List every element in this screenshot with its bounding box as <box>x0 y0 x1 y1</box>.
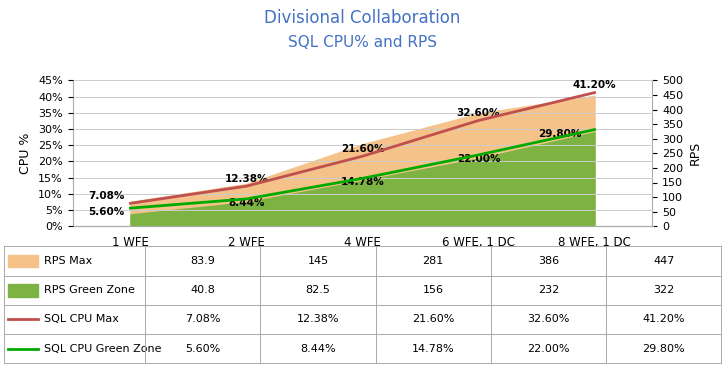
Text: 21.60%: 21.60% <box>412 314 455 324</box>
Text: 14.78%: 14.78% <box>341 177 384 188</box>
Text: 7.08%: 7.08% <box>185 314 220 324</box>
Text: 447: 447 <box>653 256 674 266</box>
Text: 32.60%: 32.60% <box>527 314 570 324</box>
Text: 5.60%: 5.60% <box>88 207 125 217</box>
Text: 29.80%: 29.80% <box>642 343 685 354</box>
Text: 22.00%: 22.00% <box>457 154 500 164</box>
Text: 21.60%: 21.60% <box>341 144 384 154</box>
Text: 145: 145 <box>307 256 328 266</box>
Text: 22.00%: 22.00% <box>527 343 570 354</box>
Text: SQL CPU% and RPS: SQL CPU% and RPS <box>288 35 437 50</box>
Text: 232: 232 <box>538 285 559 295</box>
Text: 8.44%: 8.44% <box>300 343 336 354</box>
Text: 41.20%: 41.20% <box>642 314 685 324</box>
Text: 12.38%: 12.38% <box>225 174 268 184</box>
Text: RPS Max: RPS Max <box>44 256 93 266</box>
Text: RPS Green Zone: RPS Green Zone <box>44 285 135 295</box>
Y-axis label: CPU %: CPU % <box>20 132 33 174</box>
Text: 386: 386 <box>538 256 559 266</box>
Text: 8.44%: 8.44% <box>228 198 265 208</box>
Text: 83.9: 83.9 <box>190 256 215 266</box>
Text: 7.08%: 7.08% <box>88 191 125 201</box>
Text: 41.20%: 41.20% <box>573 80 616 91</box>
Text: SQL CPU Max: SQL CPU Max <box>44 314 119 324</box>
Text: 40.8: 40.8 <box>190 285 215 295</box>
Text: 14.78%: 14.78% <box>412 343 455 354</box>
Text: 5.60%: 5.60% <box>185 343 220 354</box>
Text: 12.38%: 12.38% <box>297 314 339 324</box>
Y-axis label: RPS: RPS <box>689 141 702 165</box>
Text: 322: 322 <box>653 285 674 295</box>
Text: 32.60%: 32.60% <box>457 108 500 118</box>
Text: 82.5: 82.5 <box>305 285 331 295</box>
Text: SQL CPU Green Zone: SQL CPU Green Zone <box>44 343 162 354</box>
Text: 281: 281 <box>423 256 444 266</box>
Text: 156: 156 <box>423 285 444 295</box>
Text: 29.80%: 29.80% <box>538 129 581 139</box>
Text: Divisional Collaboration: Divisional Collaboration <box>265 9 460 27</box>
